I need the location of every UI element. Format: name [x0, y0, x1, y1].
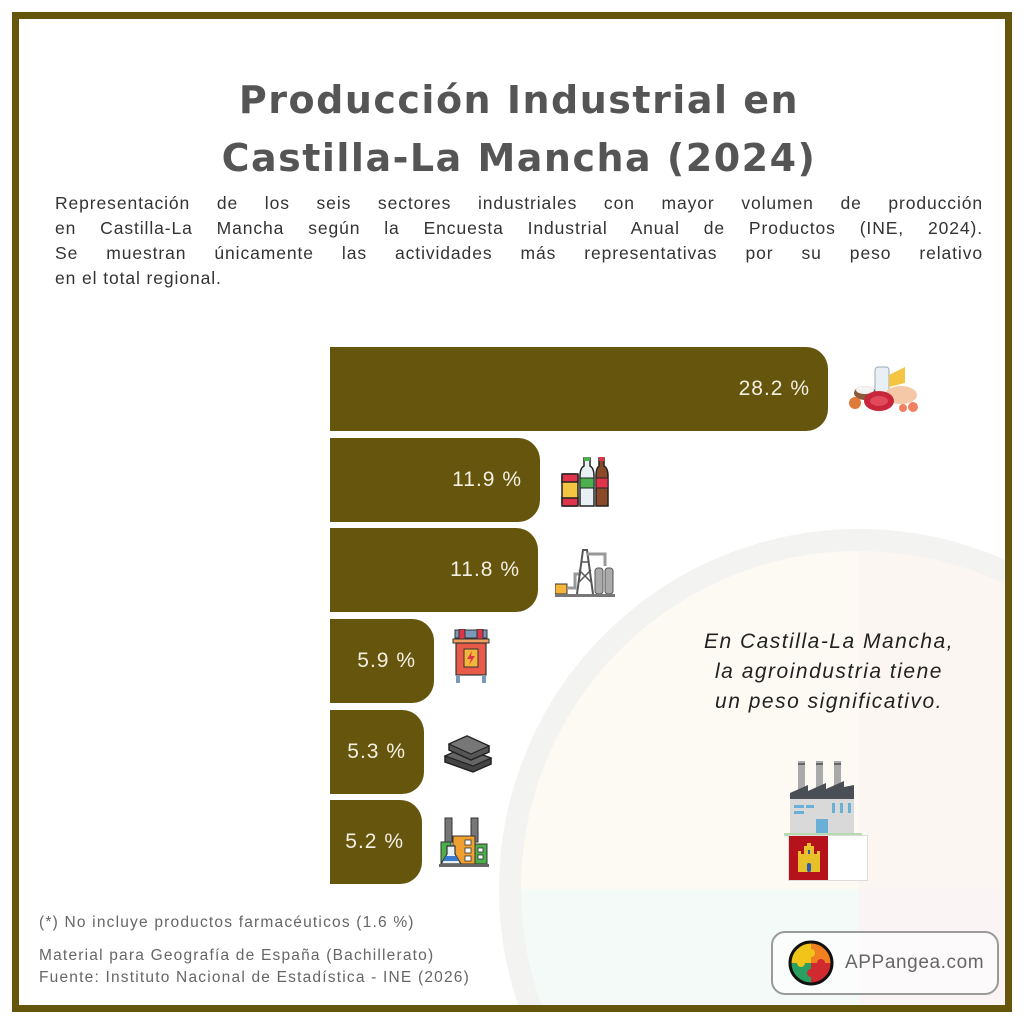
bar-value: 11.8 % [450, 558, 520, 581]
metal-ingots-icon [443, 735, 493, 773]
footnote: (*) No incluye productos farmacéuticos (… [39, 914, 415, 931]
chart-description: Representación de los seis sectores indu… [55, 191, 983, 291]
puzzle-globe-logo-icon [788, 940, 834, 986]
bar-value: 5.3 % [347, 740, 406, 763]
bar-chart: Alimentación 28.2 % Bebidas [19, 19, 1005, 919]
brand-label: APPangea.com [845, 952, 985, 973]
bar-bebidas: 11.9 % [330, 438, 540, 522]
food-icon [849, 366, 918, 412]
description-line: Se muestran únicamente las actividades m… [55, 243, 983, 263]
title-line-1: Producción Industrial en [238, 78, 800, 122]
castle-icon [798, 843, 820, 872]
description-line: en el total regional. [55, 268, 222, 288]
bar-value: 5.9 % [357, 649, 416, 672]
flag-red-field [789, 836, 828, 880]
infographic-frame: Producción Industrial en Castilla-La Man… [12, 12, 1012, 1012]
material-credit: Material para Geografía de España (Bachi… [39, 947, 435, 964]
bar-value: 5.2 % [345, 830, 404, 853]
bar-energia: 5.9 % [330, 619, 434, 703]
castilla-la-mancha-flag [788, 835, 868, 881]
bar-productos-metalicos: 5.3 % [330, 710, 424, 794]
chemical-plant-icon [439, 817, 489, 867]
bar-industria-quimica: 5.2 % [330, 800, 422, 884]
page-title: Producción Industrial en Castilla-La Man… [19, 71, 1005, 187]
description-line: Representación de los seis sectores indu… [55, 193, 983, 213]
source-credit: Fuente: Instituto Nacional de Estadístic… [39, 969, 470, 986]
bar-alimentacion: 28.2 % [330, 347, 828, 431]
bar-value: 28.2 % [738, 377, 810, 400]
description-line: en Castilla-La Mancha según la Encuesta … [55, 218, 983, 238]
credits: Material para Geografía de España (Bachi… [39, 945, 470, 989]
beverages-icon [561, 457, 609, 507]
annotation-agroindustria: En Castilla-La Mancha, la agroindustria … [703, 630, 955, 713]
factory-icon [784, 761, 862, 836]
flag-white-field [828, 836, 867, 880]
transformer-icon [452, 629, 490, 683]
bar-coquerias: 11.8 % [330, 528, 538, 612]
brand-badge[interactable]: APPangea.com [771, 931, 999, 995]
bar-value: 11.9 % [452, 468, 522, 491]
title-line-2: Castilla-La Mancha (2024) [221, 136, 817, 180]
refinery-icon [555, 549, 615, 597]
